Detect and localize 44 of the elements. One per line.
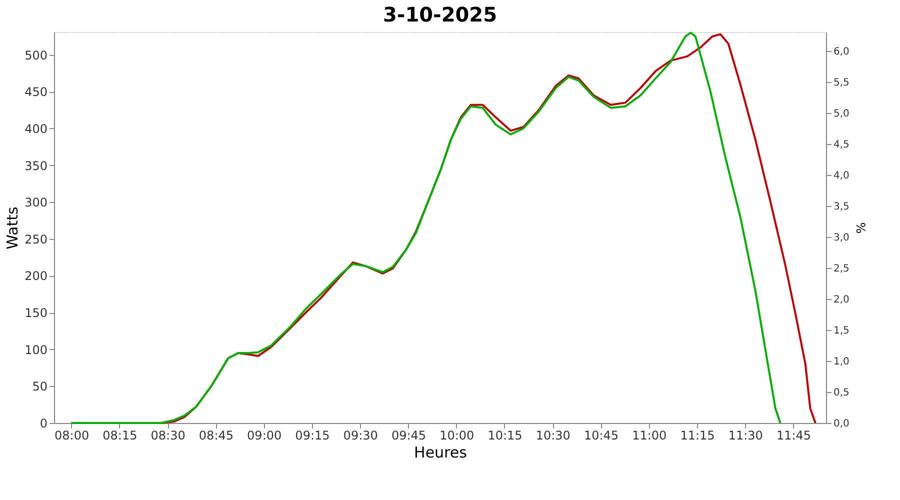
y-tick-label: 250 xyxy=(24,232,48,246)
x-tick-label: 09:15 xyxy=(295,428,330,442)
y2-tick-label: 3,0 xyxy=(834,232,850,244)
y-axis-title: Watts xyxy=(4,206,22,250)
x-tick-label: 10:00 xyxy=(440,428,474,442)
x-tick-label: 11:45 xyxy=(776,428,812,442)
y2-axis-title: % xyxy=(853,222,868,234)
y2-tick-label: 1,0 xyxy=(834,356,850,368)
x-tick-label: 10:45 xyxy=(584,428,619,442)
y-tick-label: 300 xyxy=(24,196,48,210)
y-tick-label: 0 xyxy=(40,416,48,430)
y-tick-label: 100 xyxy=(24,342,48,357)
x-tick-label: 11:00 xyxy=(632,428,667,442)
x-tick-label: 09:45 xyxy=(391,428,426,442)
x-tick-label: 08:00 xyxy=(54,428,90,442)
y2-tick-label: 0,5 xyxy=(834,388,850,399)
y2-tick-label: 5,0 xyxy=(834,108,850,120)
x-tick-label: 10:15 xyxy=(488,428,522,442)
y-tick-label: 350 xyxy=(24,158,48,173)
y-tick-label: 400 xyxy=(24,122,48,136)
y2-tick-label: 1,5 xyxy=(834,326,850,337)
y2-tick-label: 2,5 xyxy=(834,264,850,275)
y-tick-label: 500 xyxy=(24,48,48,62)
y2-tick-label: 5,5 xyxy=(834,78,850,89)
x-tick-label: 11:30 xyxy=(728,428,763,442)
x-axis-title: Heures xyxy=(414,444,468,462)
y2-tick-label: 4,0 xyxy=(834,170,850,182)
x-tick-label: 11:15 xyxy=(680,428,715,442)
y-tick-label: 50 xyxy=(32,380,48,394)
x-tick-label: 10:30 xyxy=(536,428,570,442)
y-tick-label: 200 xyxy=(24,269,48,284)
x-tick-label: 09:00 xyxy=(247,428,282,442)
y2-tick-label: 6,0 xyxy=(834,46,850,58)
x-tick-label: 08:30 xyxy=(150,428,186,442)
x-tick-label: 09:30 xyxy=(343,428,378,442)
y-tick-label: 150 xyxy=(24,306,48,320)
y2-tick-label: 4,5 xyxy=(834,140,850,151)
y2-tick-label: 3,5 xyxy=(834,202,850,213)
x-tick-label: 08:45 xyxy=(198,428,234,442)
chart-title: 3-10-2025 xyxy=(382,2,498,26)
y2-tick-label: 0,0 xyxy=(834,418,850,430)
y-tick-label: 450 xyxy=(24,85,48,100)
y2-tick-label: 2,0 xyxy=(834,294,850,306)
x-tick-label: 08:15 xyxy=(102,428,138,442)
